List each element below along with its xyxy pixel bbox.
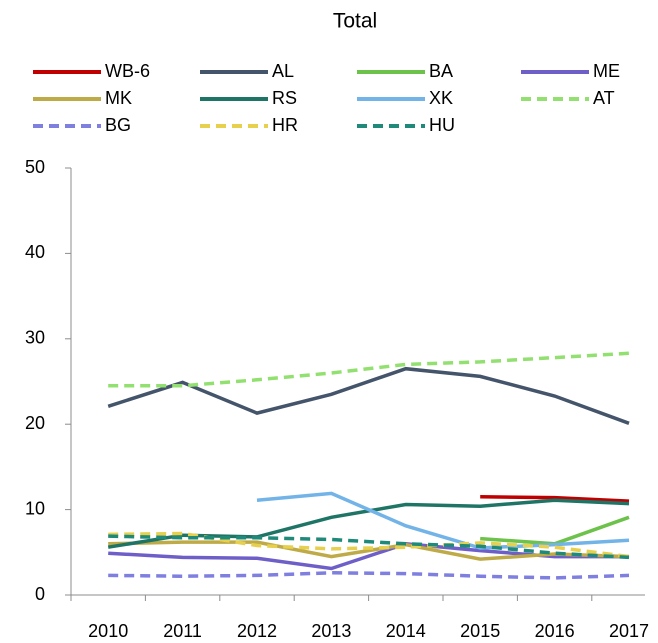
series-line bbox=[256, 491, 630, 550]
y-tick-label: 40 bbox=[25, 242, 45, 262]
series-line bbox=[108, 531, 630, 559]
legend-label: BA bbox=[429, 61, 453, 81]
y-tick-label: 0 bbox=[35, 584, 45, 604]
legend-label: AT bbox=[593, 88, 615, 108]
x-tick-label: 2014 bbox=[386, 621, 426, 641]
legend-label: MK bbox=[105, 88, 132, 108]
y-tick-label: 50 bbox=[25, 157, 45, 177]
x-tick-label: 2016 bbox=[535, 621, 575, 641]
y-tick-label: 30 bbox=[25, 328, 45, 348]
legend-label: HU bbox=[429, 115, 455, 135]
chart-title: Total bbox=[333, 10, 377, 33]
series-line bbox=[108, 571, 630, 580]
x-tick-label: 2012 bbox=[237, 621, 277, 641]
x-tick-label: 2017 bbox=[609, 621, 649, 641]
x-tick-label: 2010 bbox=[88, 621, 128, 641]
x-tick-label: 2013 bbox=[311, 621, 351, 641]
y-tick-label: 20 bbox=[25, 413, 45, 433]
legend-label: WB-6 bbox=[105, 61, 150, 81]
x-tick-label: 2011 bbox=[163, 621, 202, 641]
series-line bbox=[480, 515, 630, 546]
legend-label: AL bbox=[272, 61, 294, 81]
legend-label: HR bbox=[272, 115, 298, 135]
series-line bbox=[108, 534, 630, 560]
legend-label: RS bbox=[272, 88, 297, 108]
x-tick-label: 2015 bbox=[460, 621, 500, 641]
y-tick-label: 10 bbox=[25, 498, 45, 518]
series-line bbox=[108, 351, 630, 388]
series-line bbox=[480, 495, 630, 503]
legend-label: ME bbox=[593, 61, 620, 81]
series-line bbox=[108, 540, 630, 561]
legend-label: BG bbox=[105, 115, 131, 135]
legend-label: XK bbox=[429, 88, 453, 108]
series-line bbox=[107, 366, 630, 425]
